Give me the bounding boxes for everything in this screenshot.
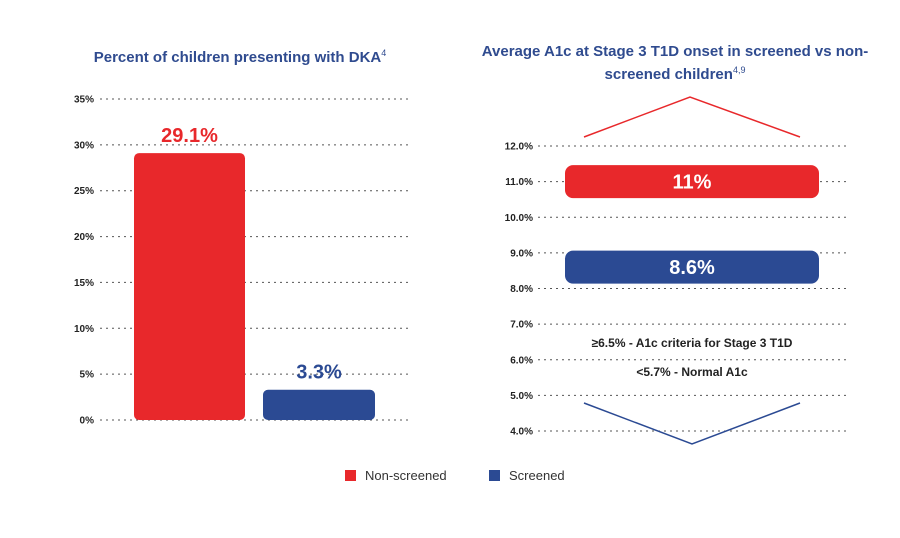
y-tick-label: 25%	[74, 186, 94, 197]
y-tick-label: 20%	[74, 232, 94, 243]
chart-title-dka: Percent of children presenting with DKA4	[93, 48, 387, 66]
y-tick-label: 35%	[74, 95, 94, 106]
data-label: 8.6%	[669, 257, 715, 279]
legend-item-screened: Screened	[489, 468, 565, 483]
legend-label-non-screened: Non-screened	[365, 468, 447, 483]
y-tick-label: 8.0%	[510, 284, 533, 295]
data-label: 3.3%	[296, 362, 342, 384]
chevron-up-icon	[583, 96, 801, 138]
legend-label-screened: Screened	[509, 468, 565, 483]
legend-swatch-screened	[489, 470, 500, 481]
y-tick-label: 15%	[74, 278, 94, 289]
a1c-bar-screened	[565, 250, 819, 284]
y-tick-label: 10%	[74, 324, 94, 335]
y-tick-label: 30%	[74, 140, 94, 151]
legend-swatch-non-screened	[345, 470, 356, 481]
data-label: 11%	[673, 172, 712, 194]
y-tick-label: 0%	[80, 416, 95, 427]
chart-title-a1c: Average A1c at Stage 3 T1D onset in scre…	[481, 43, 869, 83]
y-tick-label: 6.0%	[510, 355, 533, 366]
bar-screened	[263, 389, 375, 420]
y-tick-label: 4.0%	[510, 427, 533, 438]
chevron-down-icon	[583, 402, 801, 445]
y-tick-label: 10.0%	[505, 213, 533, 224]
y-tick-label: 9.0%	[510, 248, 533, 259]
y-tick-label: 5%	[80, 370, 95, 381]
annotation-text: ≥6.5% - A1c criteria for Stage 3 T1D	[592, 336, 793, 350]
a1c-bar-non-screened	[565, 165, 819, 199]
annotation-text: <5.7% - Normal A1c	[636, 365, 748, 379]
y-tick-label: 7.0%	[510, 320, 533, 331]
legend-item-non-screened: Non-screened	[345, 468, 447, 483]
y-tick-label: 12.0%	[505, 142, 533, 153]
bar-non-screened	[134, 153, 245, 420]
y-tick-label: 5.0%	[510, 391, 533, 402]
data-label: 29.1%	[161, 125, 218, 147]
y-tick-label: 11.0%	[505, 177, 533, 188]
